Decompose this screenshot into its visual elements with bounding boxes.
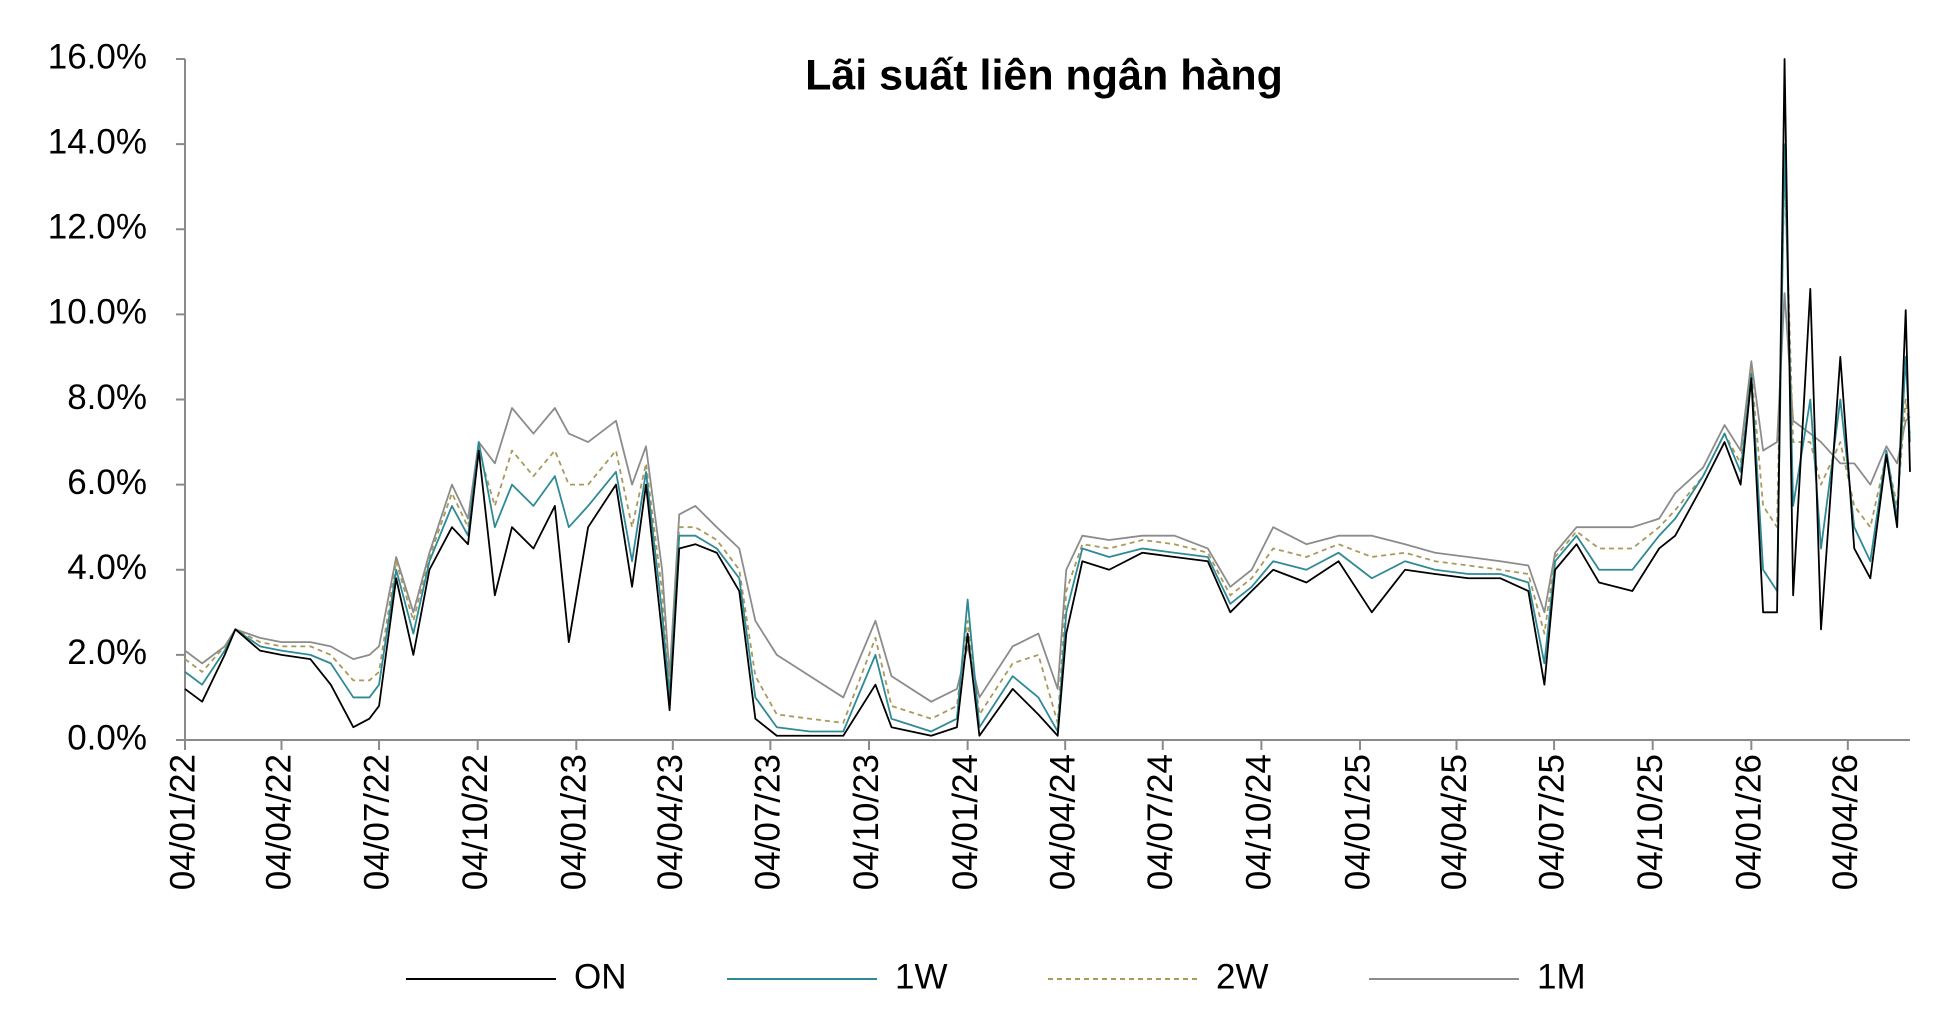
x-tick-label: 04/07/24	[1141, 754, 1180, 890]
y-tick-label: 2.0%	[67, 633, 147, 672]
legend-label: 2W	[1216, 957, 1269, 996]
x-tick-label: 04/01/22	[163, 754, 202, 890]
legend-label: ON	[574, 957, 627, 996]
x-tick-label: 04/04/22	[260, 754, 299, 890]
x-tick-label: 04/04/23	[651, 754, 690, 890]
y-tick-label: 16.0%	[48, 37, 147, 76]
series-line	[184, 292, 1911, 703]
x-tick-label: 04/10/24	[1240, 754, 1279, 890]
x-tick-label: 04/07/25	[1532, 754, 1571, 890]
y-tick-label: 10.0%	[48, 293, 147, 332]
x-tick-label: 04/01/24	[946, 754, 985, 890]
x-tick-label: 04/01/25	[1338, 754, 1377, 890]
legend-label: 1W	[895, 957, 948, 996]
chart-title: Lãi suất liên ngân hàng	[805, 51, 1283, 99]
x-tick-label: 04/07/23	[749, 754, 788, 890]
y-tick-label: 8.0%	[67, 378, 147, 417]
series-line	[184, 164, 1911, 724]
x-tick-label: 04/01/23	[555, 754, 594, 890]
x-tick-label: 04/04/25	[1435, 754, 1474, 890]
y-tick-label: 6.0%	[67, 463, 147, 502]
x-tick-label: 04/01/26	[1730, 754, 1769, 890]
legend-label: 1M	[1537, 957, 1586, 996]
y-tick-label: 0.0%	[67, 718, 147, 757]
x-tick-label: 04/04/24	[1043, 754, 1082, 890]
x-tick-label: 04/10/22	[456, 754, 495, 890]
x-tick-label: 04/10/23	[847, 754, 886, 890]
series-line	[184, 58, 1911, 737]
y-tick-label: 12.0%	[48, 208, 147, 247]
x-tick-label: 04/04/26	[1826, 754, 1865, 890]
y-tick-label: 4.0%	[67, 548, 147, 587]
y-tick-label: 14.0%	[48, 122, 147, 161]
x-tick-label: 04/07/22	[357, 754, 396, 890]
series-line	[184, 143, 1911, 733]
x-tick-label: 04/10/25	[1631, 754, 1670, 890]
